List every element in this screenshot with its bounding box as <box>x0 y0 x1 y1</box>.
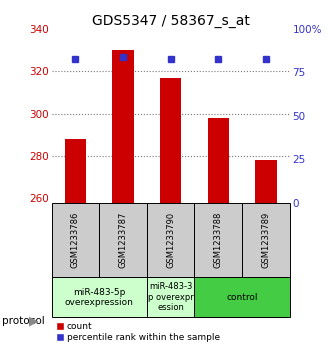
Text: GSM1233789: GSM1233789 <box>261 212 270 268</box>
Bar <box>147 203 194 277</box>
Text: GSM1233787: GSM1233787 <box>119 212 128 268</box>
Legend: count, percentile rank within the sample: count, percentile rank within the sample <box>56 322 220 342</box>
Bar <box>207 118 229 203</box>
Text: miR-483-5p
overexpression: miR-483-5p overexpression <box>65 287 134 307</box>
Title: GDS5347 / 58367_s_at: GDS5347 / 58367_s_at <box>92 14 250 28</box>
Text: GSM1233790: GSM1233790 <box>166 212 175 268</box>
Bar <box>160 78 181 203</box>
Bar <box>194 277 290 318</box>
Bar <box>65 139 86 203</box>
Text: GSM1233788: GSM1233788 <box>214 212 223 268</box>
Text: ▶: ▶ <box>29 315 39 328</box>
Bar <box>99 203 147 277</box>
Bar <box>52 277 147 318</box>
Bar <box>52 203 99 277</box>
Text: protocol: protocol <box>2 316 44 326</box>
Text: GSM1233786: GSM1233786 <box>71 212 80 268</box>
Bar <box>147 277 194 318</box>
Bar <box>255 160 277 203</box>
Bar <box>194 203 242 277</box>
Text: miR-483-3
p overexpr
ession: miR-483-3 p overexpr ession <box>148 282 193 312</box>
Bar <box>112 50 134 203</box>
Bar <box>242 203 290 277</box>
Text: control: control <box>226 293 258 302</box>
